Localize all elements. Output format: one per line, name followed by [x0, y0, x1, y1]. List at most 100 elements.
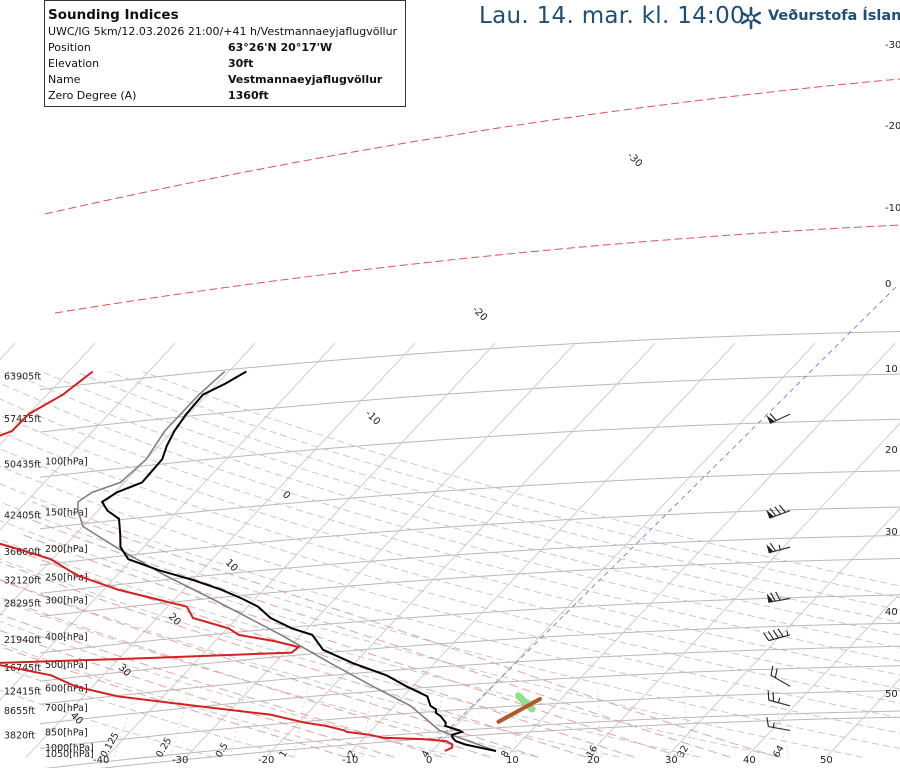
- dewpoint-trace: [0, 370, 454, 752]
- isobar-line: [39, 418, 900, 478]
- snowflake-icon: [741, 6, 762, 30]
- dry-adiabat-line: [108, 371, 900, 599]
- wind-barb-full: [774, 668, 778, 678]
- bottom-axis-label: -30: [172, 755, 188, 766]
- isobar-label: 500[hPa]: [45, 660, 88, 671]
- right-axis-label: 0: [885, 279, 891, 290]
- mixing-ratio-label: 2: [346, 749, 359, 760]
- sounding-indices-box: Sounding Indices UWC/IG 5km/12.03.2026 2…: [44, 0, 406, 107]
- mixing-ratio-line: [771, 686, 790, 758]
- wind-barb-staff: [768, 546, 791, 554]
- wind-barb: [770, 665, 791, 687]
- dry-adiabat-line: [0, 558, 701, 758]
- right-axis-label: -20: [885, 121, 900, 132]
- isobar-line: [39, 622, 900, 682]
- isobar-line: [39, 470, 900, 530]
- dry-adiabat-line: [0, 599, 539, 758]
- mixing-ratio-line: [362, 686, 374, 758]
- moist-adiabat-line: [0, 630, 395, 758]
- bottom-axis-label: 0: [426, 755, 432, 766]
- info-row-position: Position 63°26'N 20°17'W: [48, 40, 405, 56]
- info-value: 63°26'N 20°17'W: [228, 41, 333, 54]
- dry-adiabat-line: [0, 448, 900, 704]
- wind-barb-flag: [766, 544, 774, 553]
- mixing-ratio-line: [436, 686, 444, 758]
- brand[interactable]: Veðurstofa Íslands: [738, 5, 900, 31]
- altitude-label: 8655ft: [4, 706, 35, 717]
- info-value: 1360ft: [228, 89, 269, 102]
- isobar-line: [44, 710, 900, 768]
- wind-barb-full: [770, 665, 774, 676]
- wind-barb-half: [786, 630, 789, 636]
- bottom-axis-label: -10: [342, 755, 358, 766]
- altitude-label: 32120ft: [4, 575, 41, 586]
- dry-adiabat-line: [0, 539, 782, 758]
- bottom-axis-label: 50: [820, 755, 833, 766]
- right-axis-label: 20: [885, 445, 898, 456]
- mixing-ratio-line: [293, 686, 309, 758]
- isotherm-line: [105, 342, 496, 758]
- isotherm-line: [745, 592, 900, 758]
- dry-adiabat-line: [0, 483, 900, 734]
- isotherm-line: [265, 342, 656, 758]
- isobar-line: [39, 558, 900, 617]
- right-axis-label: 30: [885, 527, 898, 538]
- right-axis-label: 40: [885, 607, 898, 618]
- isotherm-line: [0, 342, 176, 531]
- isobar-label: 600[hPa]: [45, 683, 88, 694]
- isobar-label: 700[hPa]: [45, 703, 88, 714]
- isobar-label: 850[hPa]: [45, 727, 88, 738]
- wind-barb-full: [766, 717, 769, 727]
- dry-adiabat-line: [0, 501, 900, 750]
- dry-adiabat-line: [0, 578, 620, 758]
- mixing-ratio-label: 16: [585, 744, 601, 760]
- isobar-label: 150[hPa]: [45, 508, 88, 519]
- isobar-label: 100[hPa]: [45, 456, 88, 467]
- info-label: Elevation: [48, 57, 100, 70]
- isobar-label: 250[hPa]: [45, 572, 88, 583]
- isobar-lines: [39, 331, 900, 768]
- parcel-line: [77, 370, 497, 752]
- wind-barb-full: [767, 690, 770, 701]
- dry-adiabat-line: [0, 431, 900, 690]
- temperature-line: [100, 370, 497, 752]
- wind-barb-half: [778, 544, 781, 550]
- isobar-line: [39, 665, 900, 725]
- wind-barb-full: [769, 542, 776, 552]
- wind-barb-full: [767, 631, 775, 640]
- mixing-ratio-label: 64: [771, 744, 787, 760]
- info-label: Position: [48, 41, 91, 54]
- info-row-elevation: Elevation 30ft: [48, 56, 405, 72]
- isobar-line: [39, 594, 900, 654]
- bottom-axis-label: 40: [743, 755, 756, 766]
- mixing-ratio-line: [169, 686, 192, 758]
- dry-adiabat-line: [0, 689, 214, 758]
- isotherm-label: -30: [625, 150, 644, 169]
- altitude-label: 12415ft: [4, 686, 41, 697]
- mixing-ratio-line: [229, 686, 249, 758]
- isotherm-line: [425, 342, 816, 758]
- wind-barb-full: [777, 628, 784, 638]
- wind-barb-flag: [766, 593, 774, 603]
- dry-adiabat-line: [0, 415, 900, 676]
- parcel-trace: [77, 370, 497, 752]
- isotherm-label: 20: [166, 611, 183, 628]
- brand-name: Veðurstofa Íslands: [768, 8, 900, 24]
- wind-barb-staff: [768, 726, 791, 732]
- wind-barb-full: [775, 591, 781, 601]
- isotherm-label: 30: [116, 662, 133, 679]
- isotherm-line: [665, 507, 900, 758]
- mixing-ratio-line: [682, 686, 694, 758]
- altitude-label: 21940ft: [4, 635, 41, 646]
- tropopause-lines: [44, 78, 900, 314]
- bottom-axis-label: 10: [506, 755, 519, 766]
- wind-barb-staff: [768, 634, 791, 642]
- wind-barb-full: [763, 632, 770, 641]
- info-value: Vestmannaeyjaflugvöllur: [228, 73, 383, 86]
- mixing-ratio-line: [597, 686, 603, 758]
- valid-time: Lau. 14. mar. kl. 14:00: [479, 3, 745, 29]
- isotherm-label: 0: [280, 489, 292, 501]
- wind-barb: [767, 690, 791, 707]
- cape-band-inner: [496, 697, 542, 724]
